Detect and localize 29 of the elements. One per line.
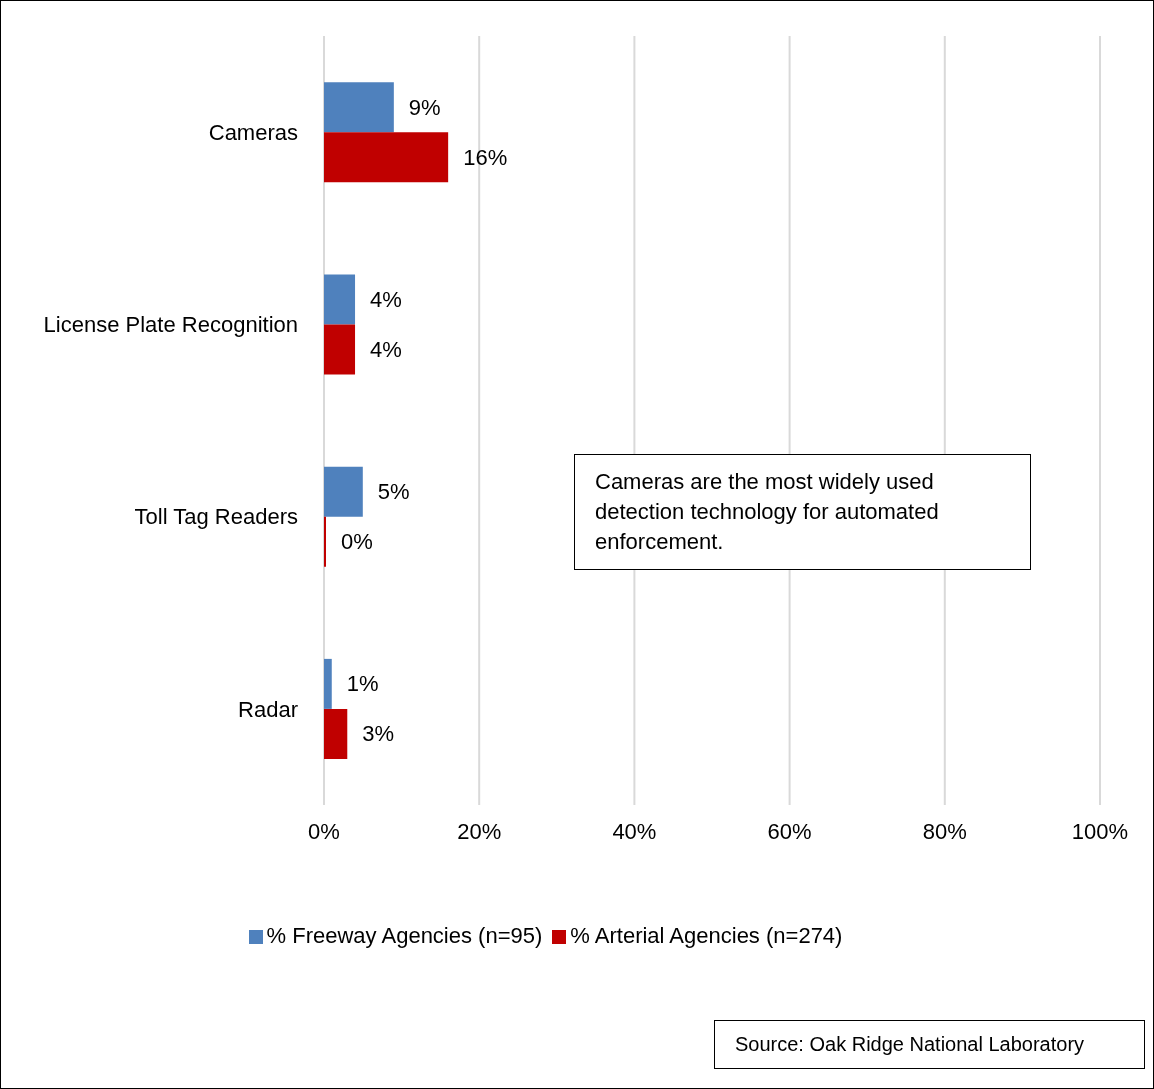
data-label: 3% xyxy=(362,721,395,747)
data-label: 1% xyxy=(346,671,379,697)
data-label: 4% xyxy=(370,336,402,362)
bar xyxy=(324,132,449,183)
x-tick-label: 0% xyxy=(308,818,340,844)
data-label: 9% xyxy=(408,94,441,120)
bar xyxy=(324,708,348,759)
x-tick-label: 60% xyxy=(767,818,812,844)
x-tick-label: 100% xyxy=(1071,818,1129,844)
data-label: 4% xyxy=(370,286,402,312)
source-box: Source: Oak Ridge National Laboratory xyxy=(714,1020,1145,1069)
y-tick-label: Radar xyxy=(238,696,298,722)
data-label: 0% xyxy=(341,529,373,555)
x-tick-label: 20% xyxy=(457,818,502,844)
data-label: 16% xyxy=(463,144,508,170)
note-box: Cameras are the most widely used detection technology for automated enforcement. xyxy=(574,454,1031,570)
bar xyxy=(324,658,332,709)
y-tick-label: Cameras xyxy=(208,119,298,145)
data-label: 5% xyxy=(377,479,410,505)
legend-label: % Freeway Agencies (n=95) xyxy=(266,923,543,948)
bar xyxy=(324,274,356,325)
legend-label: % Arterial Agencies (n=274) xyxy=(570,923,843,948)
y-tick-label: Toll Tag Readers xyxy=(134,504,298,530)
x-tick-label: 40% xyxy=(612,818,657,844)
bar xyxy=(324,466,363,517)
bar xyxy=(324,82,394,133)
bar xyxy=(324,324,356,375)
y-tick-label: License Plate Recognition xyxy=(43,312,298,338)
x-tick-label: 80% xyxy=(922,818,967,844)
